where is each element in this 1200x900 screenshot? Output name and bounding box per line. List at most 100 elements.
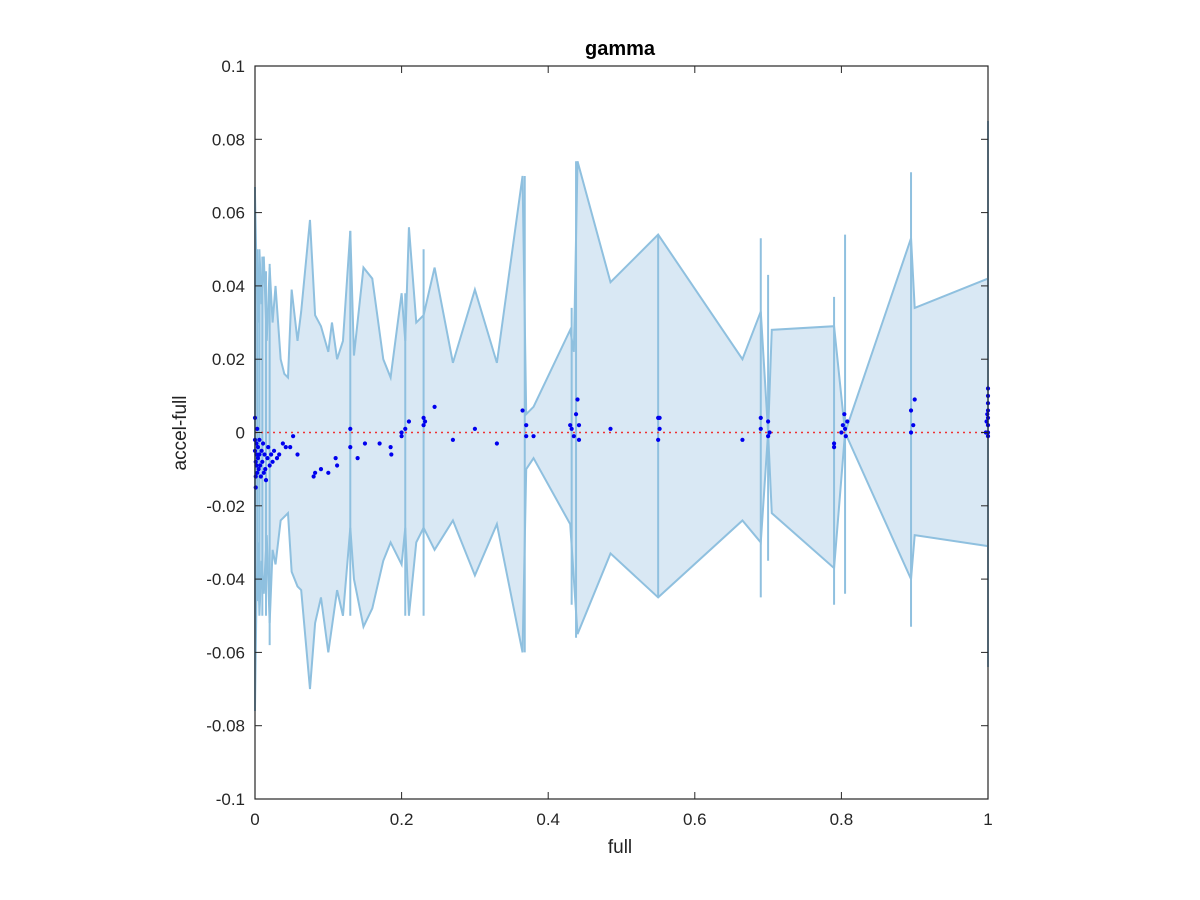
- data-point: [573, 412, 579, 417]
- data-point: [399, 434, 404, 439]
- data-point: [524, 423, 529, 428]
- data-point: [253, 485, 258, 490]
- data-point: [258, 463, 263, 468]
- data-point: [280, 441, 285, 446]
- data-point: [263, 467, 268, 472]
- data-point: [422, 419, 428, 424]
- data-point: [355, 456, 360, 461]
- data-point: [291, 434, 296, 439]
- data-point: [274, 456, 280, 461]
- x-tick-label: 0.8: [830, 810, 854, 829]
- band-lower-edge: [254, 432, 989, 708]
- data-point: [908, 408, 914, 413]
- x-axis-label: full: [608, 837, 632, 858]
- data-point: [842, 412, 847, 417]
- data-point: [260, 441, 266, 446]
- chart-title: gamma: [585, 38, 656, 60]
- data-point: [421, 415, 426, 420]
- data-point: [840, 423, 845, 428]
- data-point: [258, 474, 263, 479]
- data-point: [362, 441, 368, 446]
- x-tick-label: 0.6: [683, 810, 707, 829]
- data-point: [326, 470, 331, 475]
- data-point: [255, 470, 260, 475]
- data-point: [432, 404, 437, 409]
- data-point: [311, 474, 316, 479]
- data-point: [845, 419, 850, 424]
- data-point: [403, 426, 408, 431]
- data-point: [377, 441, 382, 446]
- data-point: [767, 430, 772, 435]
- data-point: [260, 459, 265, 464]
- y-tick-label: 0.04: [212, 277, 245, 296]
- data-point: [257, 452, 262, 457]
- data-point: [911, 423, 916, 428]
- data-point: [839, 430, 844, 435]
- data-point: [269, 452, 274, 457]
- y-tick-label: -0.1: [216, 790, 245, 809]
- y-tick-label: 0: [236, 424, 245, 443]
- confidence-band: [255, 161, 988, 708]
- x-tick-label: 0.4: [536, 810, 560, 829]
- data-point: [277, 452, 282, 457]
- data-point: [318, 467, 324, 472]
- data-point: [388, 445, 393, 450]
- data-point: [288, 445, 293, 450]
- y-tick-label: 0.06: [212, 204, 245, 223]
- data-point: [266, 445, 271, 450]
- data-point: [766, 434, 771, 439]
- data-point: [348, 445, 353, 450]
- axis-ticks: 0 0.2 0.4 0.6 0.8 1 0.1 0.08 0.06 0.04 0.02 0 -0.02 -…: [206, 57, 992, 829]
- data-point: [758, 426, 763, 431]
- data-point: [271, 448, 277, 453]
- y-tick-label: -0.04: [206, 570, 245, 589]
- data-point: [333, 456, 338, 461]
- data-point: [421, 423, 426, 428]
- data-point: [576, 437, 582, 442]
- y-tick-label: -0.08: [206, 717, 245, 736]
- data-point: [908, 430, 914, 435]
- data-point: [657, 426, 662, 431]
- y-axis-label: accel-full: [170, 396, 191, 471]
- data-point: [265, 456, 270, 461]
- data-point: [256, 467, 261, 472]
- data-point: [842, 426, 848, 431]
- data-point: [575, 397, 580, 402]
- data-point: [270, 459, 275, 464]
- y-tick-label: 0.02: [212, 350, 245, 369]
- data-point: [831, 445, 837, 450]
- x-tick-label: 0: [250, 810, 259, 829]
- y-tick-label: -0.02: [206, 497, 245, 516]
- data-point: [406, 419, 412, 424]
- data-point: [295, 452, 300, 457]
- data-point: [257, 437, 262, 442]
- data-point: [524, 434, 529, 439]
- data-point: [568, 423, 573, 428]
- data-point: [267, 463, 272, 468]
- data-point: [657, 415, 662, 420]
- data-point: [263, 478, 269, 483]
- data-point: [255, 456, 261, 461]
- data-point: [450, 437, 456, 442]
- data-point: [283, 445, 288, 450]
- data-point: [576, 423, 582, 428]
- data-point: [571, 434, 576, 439]
- data-point: [334, 463, 340, 468]
- data-point: [520, 408, 525, 413]
- data-point: [255, 445, 261, 450]
- data-point: [531, 434, 536, 439]
- data-point: [758, 415, 763, 420]
- data-point: [608, 426, 613, 431]
- data-point: [656, 437, 661, 442]
- data-point: [831, 441, 837, 446]
- data-point: [766, 419, 771, 424]
- x-tick-label: 1: [983, 810, 992, 829]
- data-point: [912, 397, 917, 402]
- data-point: [348, 426, 353, 431]
- data-point: [740, 437, 745, 442]
- data-point: [253, 459, 258, 464]
- data-point: [313, 470, 318, 475]
- y-tick-label: 0.08: [212, 130, 245, 149]
- data-point: [569, 426, 574, 431]
